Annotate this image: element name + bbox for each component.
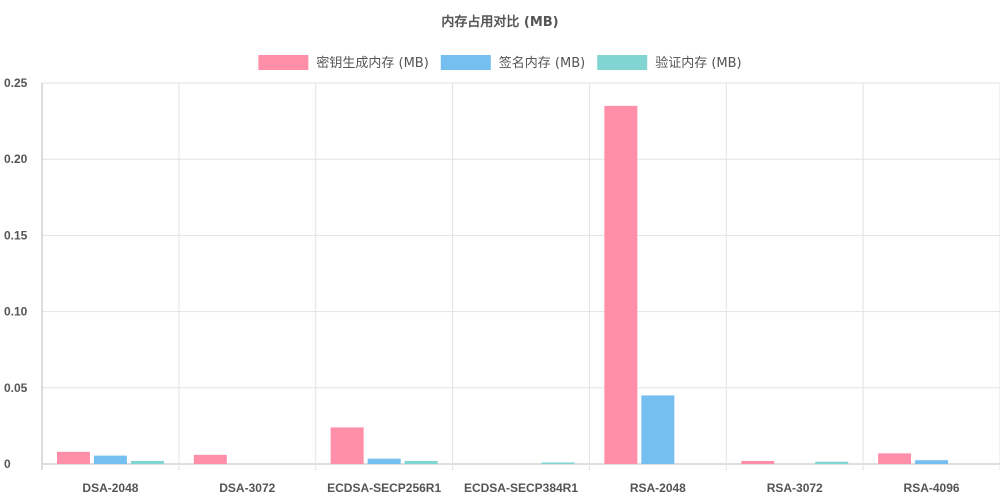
chart-title: 内存占用对比 (MB) [441,14,558,30]
y-tick-label: 0.15 [4,228,28,242]
y-tick-label: 0.05 [4,381,28,395]
bar[interactable] [641,395,675,464]
x-axis-ticks: DSA-2048 DSA-3072 ECDSA-SECP256R1 ECDSA-SEC… [82,481,959,495]
bar[interactable] [878,453,912,464]
bars [56,105,949,465]
x-tick-label: RSA-3072 [767,481,823,495]
legend-label: 验证内存 (MB) [655,55,741,71]
y-axis-ticks: 0 0.05 0.10 0.15 0.20 0.25 [4,76,28,471]
bar[interactable] [367,458,401,464]
x-tick-label: DSA-3072 [219,481,275,495]
legend-label: 签名内存 (MB) [499,55,585,71]
y-tick-label: 0.20 [4,152,28,166]
legend-item[interactable]: 密钥生成内存 (MB) [258,55,429,71]
bar[interactable] [130,460,164,464]
bar[interactable] [193,454,227,464]
bar[interactable] [56,451,90,464]
bar[interactable] [604,105,638,465]
bar[interactable] [404,460,438,464]
legend-item[interactable]: 签名内存 (MB) [440,55,585,71]
bar[interactable] [741,460,775,464]
legend-swatch [258,55,309,70]
x-tick-label: RSA-2048 [630,481,686,495]
grid [41,82,1000,470]
legend-item[interactable]: 验证内存 (MB) [597,55,742,71]
bar[interactable] [815,461,849,464]
x-tick-label: DSA-2048 [82,481,138,495]
legend-swatch [597,55,648,70]
bar[interactable] [330,427,364,464]
x-tick-label: ECDSA-SECP256R1 [327,481,441,495]
legend-swatch [440,55,491,70]
y-tick-label: 0.25 [4,76,28,90]
y-tick-label: 0.10 [4,305,28,319]
x-tick-label: ECDSA-SECP384R1 [464,481,578,495]
legend[interactable]: 密钥生成内存 (MB) 签名内存 (MB) 验证内存 (MB) [258,55,742,71]
bar[interactable] [541,462,575,464]
bar[interactable] [93,455,127,464]
bar[interactable] [915,460,949,464]
y-tick-label: 0 [4,457,11,471]
x-tick-label: RSA-4096 [904,481,960,495]
legend-label: 密钥生成内存 (MB) [316,55,428,71]
